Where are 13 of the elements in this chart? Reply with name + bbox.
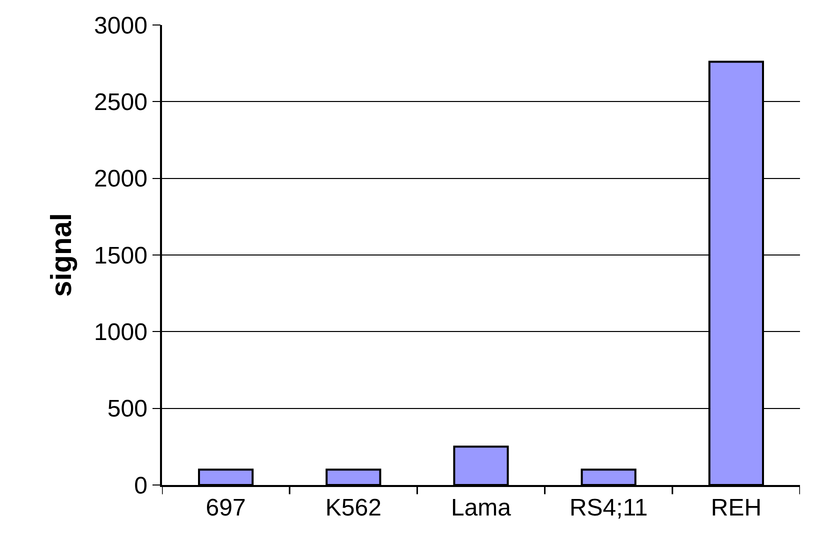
y-tick-label: 1000	[94, 319, 148, 346]
y-tick-label: 2000	[94, 166, 148, 193]
x-tick-label: K562	[325, 494, 382, 522]
y-axis-title: signal	[46, 213, 78, 297]
y-tick-label: 500	[107, 396, 148, 423]
y-tick-label: 3000	[94, 12, 148, 40]
x-tick-label: 697	[206, 494, 246, 522]
x-tick-label: Lama	[450, 494, 512, 522]
y-tick-label: 1500	[94, 242, 148, 270]
y-tick-label: 2500	[94, 89, 148, 116]
x-tick-label: REH	[710, 494, 762, 522]
y-tick-label: 0	[134, 472, 148, 500]
x-tick-label: RS4;11	[569, 494, 648, 522]
